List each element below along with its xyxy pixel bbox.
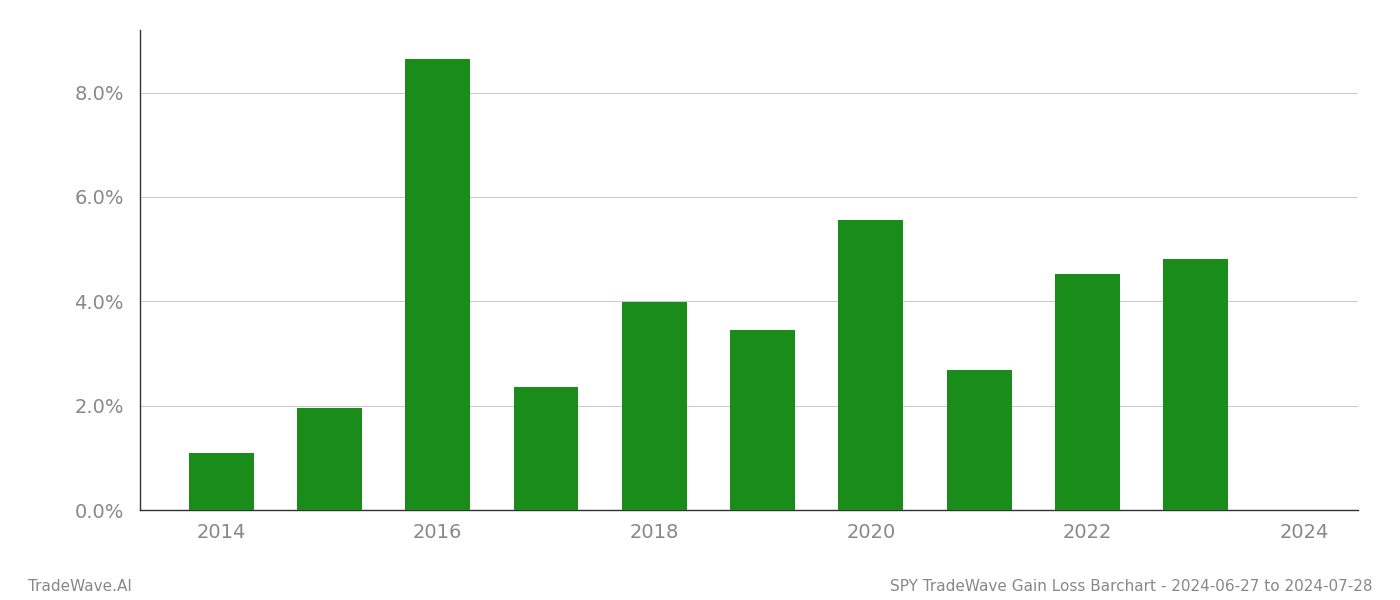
Bar — [839, 220, 903, 510]
Text: SPY TradeWave Gain Loss Barchart - 2024-06-27 to 2024-07-28: SPY TradeWave Gain Loss Barchart - 2024-… — [889, 579, 1372, 594]
Bar — [1163, 259, 1228, 510]
Bar — [729, 330, 795, 510]
Bar — [297, 408, 363, 510]
Bar — [622, 302, 687, 510]
Bar — [1054, 274, 1120, 510]
Bar — [946, 370, 1012, 510]
Text: TradeWave.AI: TradeWave.AI — [28, 579, 132, 594]
Bar — [189, 452, 253, 510]
Bar — [514, 388, 578, 510]
Bar — [405, 59, 470, 510]
